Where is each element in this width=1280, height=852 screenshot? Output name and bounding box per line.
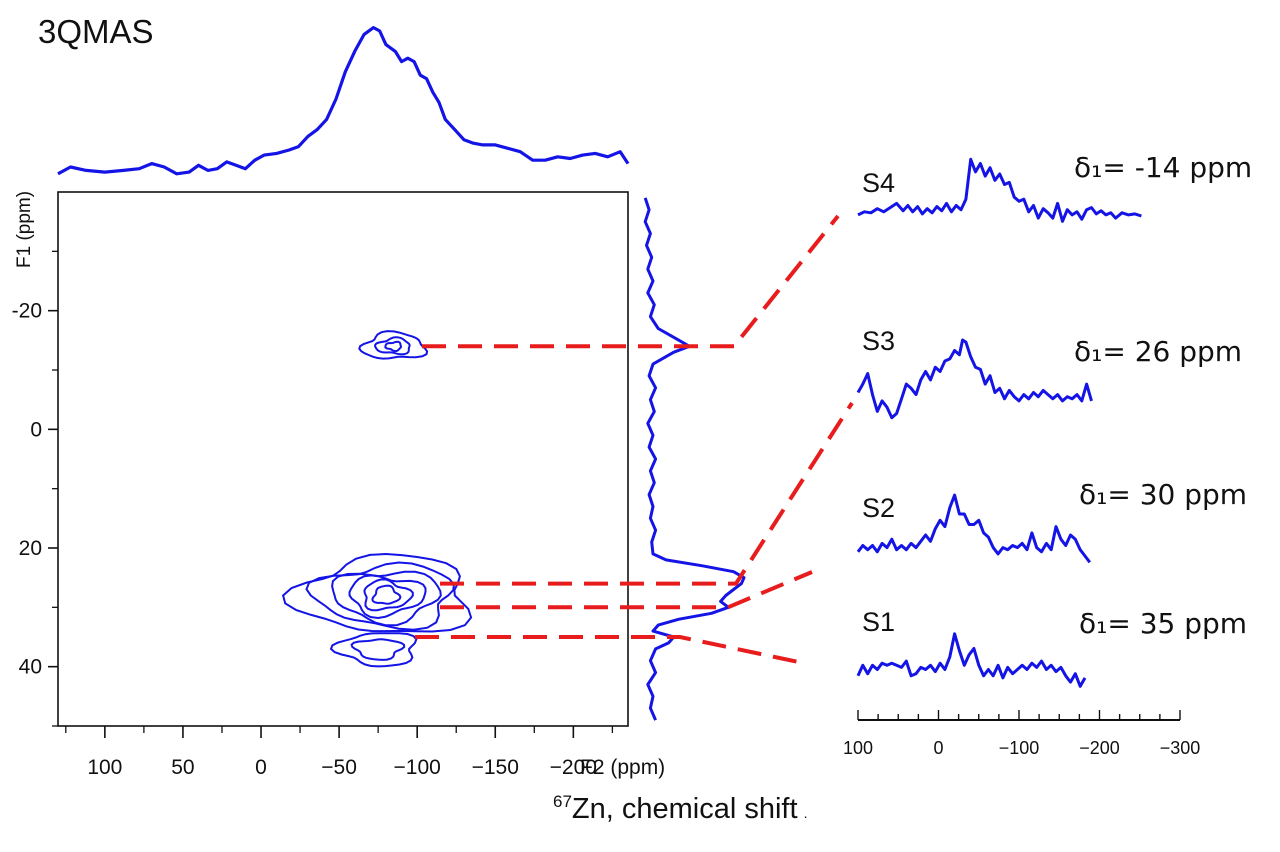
slice-shift-s3: δ₁= 26 ppm xyxy=(1074,335,1242,368)
x-tick-label: −200 xyxy=(550,756,597,779)
slice-guide-line xyxy=(422,214,840,349)
slice-axis-tick-label: −100 xyxy=(999,738,1040,758)
slice-shift-s2: δ₁= 30 ppm xyxy=(1079,478,1247,511)
x-tick-label: 50 xyxy=(171,756,194,779)
slice-label-s4: S4 xyxy=(862,168,895,198)
contour-lines xyxy=(281,330,473,668)
side-projection-trace xyxy=(643,197,746,721)
plot-frame xyxy=(57,191,629,727)
figure-title: 3QMAS xyxy=(38,13,154,50)
y-tick-label: 20 xyxy=(19,537,42,560)
isotope-superscript: 67 xyxy=(553,792,572,811)
contour-line xyxy=(329,632,418,668)
x-axis: 100 50 0 −50 −100 −150 −200 xyxy=(65,726,614,779)
x-axis-label: F2 (ppm) xyxy=(580,756,665,779)
footer-mark: . xyxy=(804,805,808,821)
slice-trace-s4 xyxy=(857,157,1142,223)
y-axis-label: F1 (ppm) xyxy=(14,191,35,268)
x-tick-label: −150 xyxy=(472,756,519,779)
contour-line xyxy=(348,574,427,620)
slice-guide-line xyxy=(440,401,854,586)
slice-trace-s2 xyxy=(856,493,1091,564)
slice-shift-s1: δ₁= 35 ppm xyxy=(1079,607,1247,640)
slice-axis-tick-label: −300 xyxy=(1160,738,1201,758)
slice-guide-line xyxy=(415,635,809,666)
contour-line xyxy=(281,552,473,633)
slice-axis-tick-label: 100 xyxy=(843,738,873,758)
top-projection xyxy=(57,26,630,176)
contour-line xyxy=(384,340,402,353)
f1-slices: S4 δ₁= -14 ppm S3 δ₁= 26 ppm S2 δ₁= 30 ppm S1 δ… xyxy=(856,151,1252,688)
slice-trace-s1 xyxy=(856,632,1087,688)
y-tick-label: 0 xyxy=(30,418,42,441)
y-axis: -20 0 20 40 xyxy=(12,250,58,727)
slice-trace-s3 xyxy=(856,338,1093,420)
x-tick-label: 100 xyxy=(87,756,122,779)
top-projection-trace xyxy=(57,26,630,176)
contour-line xyxy=(350,638,406,661)
x-tick-label: 0 xyxy=(255,756,267,779)
contour-line xyxy=(358,330,429,360)
contour-line xyxy=(374,336,411,356)
slice-axis-tick-label: 0 xyxy=(933,738,943,758)
slice-label-s2: S2 xyxy=(862,493,895,523)
y-tick-label: -20 xyxy=(12,300,42,323)
contour-line xyxy=(371,584,402,605)
slice-axis: 100 0 −100 −200 −300 xyxy=(843,710,1200,758)
contour-line xyxy=(363,578,414,612)
chemical-shift-label: 67Zn, chemical shift. xyxy=(553,792,807,825)
side-projection xyxy=(643,197,746,721)
slice-guide-lines xyxy=(415,214,854,666)
slice-label-s3: S3 xyxy=(862,326,895,356)
slice-shift-s4: δ₁= -14 ppm xyxy=(1074,151,1252,184)
y-tick-label: 40 xyxy=(19,656,42,679)
x-tick-label: −50 xyxy=(321,756,357,779)
slice-axis-tick-label: −200 xyxy=(1079,738,1120,758)
chemical-shift-text: Zn, chemical shift xyxy=(572,793,798,825)
contour-line xyxy=(331,570,442,627)
slice-label-s1: S1 xyxy=(862,607,895,637)
slice-guide-line xyxy=(440,570,813,610)
x-tick-label: −100 xyxy=(394,756,441,779)
